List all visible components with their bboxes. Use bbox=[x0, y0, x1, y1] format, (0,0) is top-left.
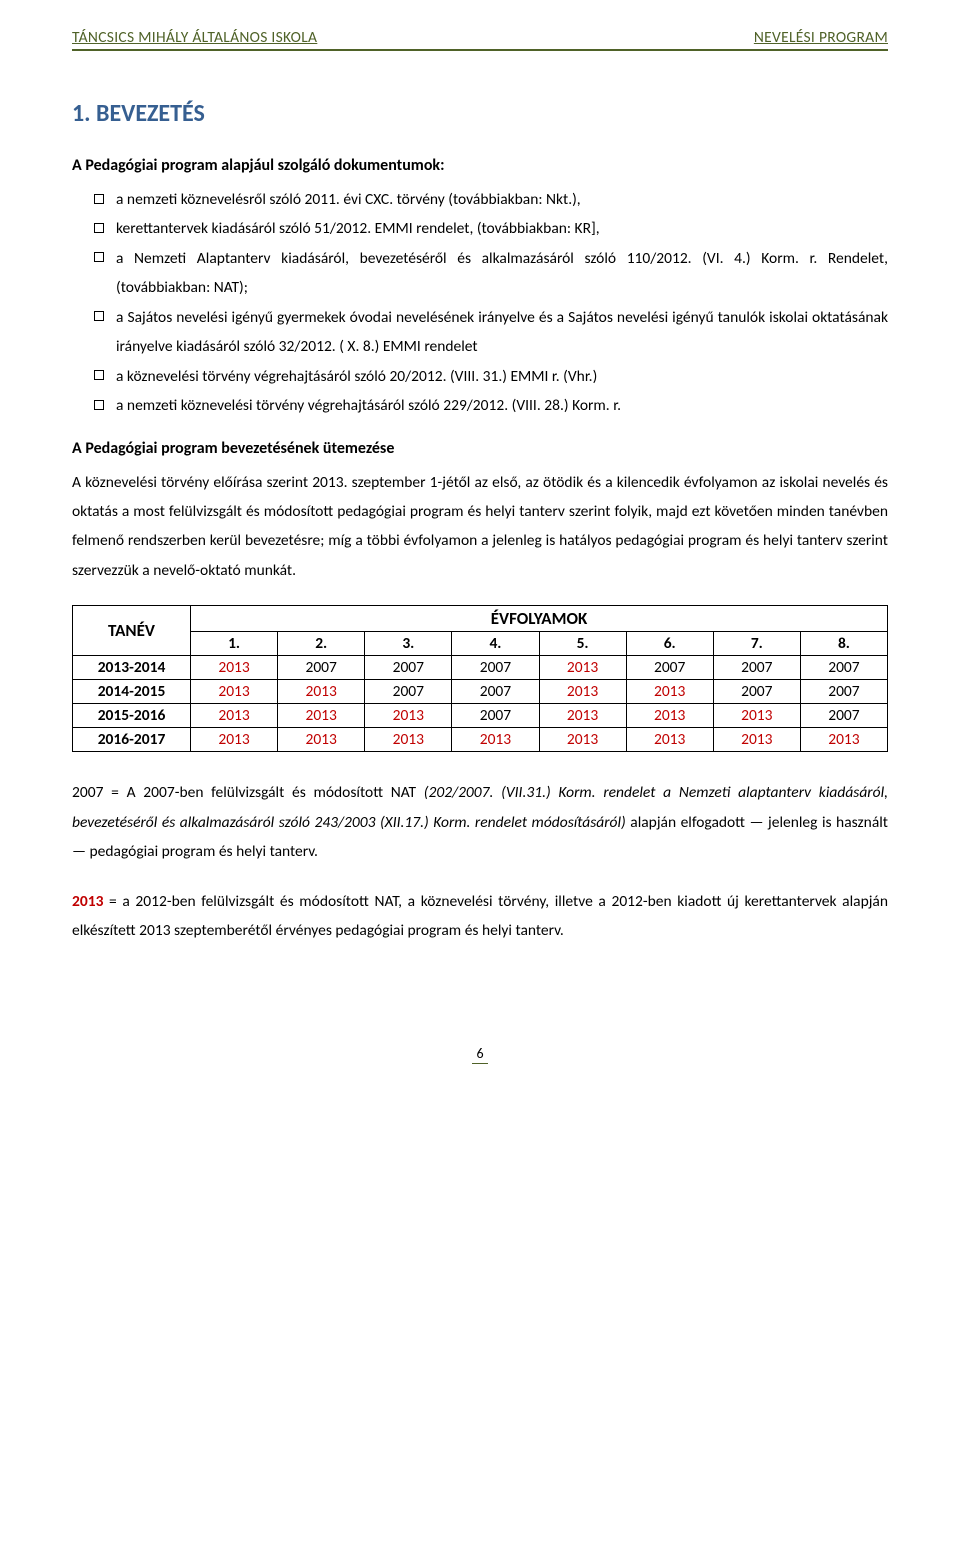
cell: 2013 bbox=[626, 680, 713, 704]
cell: 2007 bbox=[713, 656, 800, 680]
list-item: a nemzeti köznevelésről szóló 2011. évi … bbox=[72, 185, 888, 214]
schedule-table: TANÉV ÉVFOLYAMOK 1.2.3.4.5.6.7.8. 2013-2… bbox=[72, 605, 888, 752]
cell: 2013 bbox=[365, 728, 452, 752]
header-left: TÁNCSICS MIHÁLY ÁLTALÁNOS ISKOLA bbox=[72, 28, 317, 47]
row-year: 2014-2015 bbox=[73, 680, 191, 704]
th-grade: 3. bbox=[365, 632, 452, 656]
cell: 2013 bbox=[452, 728, 539, 752]
note-2013: 2013 = a 2012-ben felülvizsgált és módos… bbox=[72, 887, 888, 946]
cell: 2013 bbox=[278, 728, 365, 752]
th-grade: 1. bbox=[191, 632, 278, 656]
document-list: a nemzeti köznevelésről szóló 2011. évi … bbox=[72, 185, 888, 421]
cell: 2007 bbox=[800, 704, 887, 728]
list-item: a Sajátos nevelési igényű gyermekek óvod… bbox=[72, 303, 888, 362]
cell: 2007 bbox=[365, 656, 452, 680]
cell: 2007 bbox=[278, 656, 365, 680]
cell: 2007 bbox=[452, 680, 539, 704]
cell: 2013 bbox=[539, 728, 626, 752]
th-grade: 8. bbox=[800, 632, 887, 656]
intro-paragraph: A köznevelési törvény előírása szerint 2… bbox=[72, 468, 888, 586]
row-year: 2015-2016 bbox=[73, 704, 191, 728]
note-2013-b: = a 2012-ben felülvizsgált és módosított… bbox=[72, 892, 888, 940]
cell: 2013 bbox=[626, 704, 713, 728]
cell: 2013 bbox=[539, 656, 626, 680]
page-footer: 6 bbox=[72, 1045, 888, 1064]
cell: 2007 bbox=[713, 680, 800, 704]
cell: 2013 bbox=[278, 680, 365, 704]
row-year: 2016-2017 bbox=[73, 728, 191, 752]
list-item: a nemzeti köznevelési törvény végrehajtá… bbox=[72, 391, 888, 420]
cell: 2007 bbox=[452, 656, 539, 680]
note-2013-a: 2013 bbox=[72, 892, 103, 911]
subheading-documents: A Pedagógiai program alapjául szolgáló d… bbox=[72, 156, 888, 175]
cell: 2007 bbox=[626, 656, 713, 680]
note-2007-a: 2007 = A 2007-ben felülvizsgált és módos… bbox=[72, 783, 424, 802]
cell: 2007 bbox=[800, 656, 887, 680]
heading-1: 1. BEVEZETÉS bbox=[72, 99, 888, 128]
cell: 2007 bbox=[365, 680, 452, 704]
cell: 2013 bbox=[539, 680, 626, 704]
th-grade: 5. bbox=[539, 632, 626, 656]
cell: 2013 bbox=[191, 704, 278, 728]
cell: 2013 bbox=[191, 728, 278, 752]
subheading-schedule: A Pedagógiai program bevezetésének üteme… bbox=[72, 439, 888, 458]
list-item: a köznevelési törvény végrehajtásáról sz… bbox=[72, 362, 888, 391]
cell: 2013 bbox=[365, 704, 452, 728]
th-evfolyamok: ÉVFOLYAMOK bbox=[191, 606, 888, 632]
cell: 2013 bbox=[278, 704, 365, 728]
header-right: NEVELÉSI PROGRAM bbox=[754, 28, 888, 47]
cell: 2013 bbox=[713, 704, 800, 728]
list-item: a Nemzeti Alaptanterv kiadásáról, beveze… bbox=[72, 244, 888, 303]
th-grade: 6. bbox=[626, 632, 713, 656]
row-year: 2013-2014 bbox=[73, 656, 191, 680]
cell: 2013 bbox=[713, 728, 800, 752]
cell: 2007 bbox=[800, 680, 887, 704]
cell: 2007 bbox=[452, 704, 539, 728]
page-header: TÁNCSICS MIHÁLY ÁLTALÁNOS ISKOLA NEVELÉS… bbox=[72, 28, 888, 51]
th-tanev: TANÉV bbox=[73, 606, 191, 656]
th-grade: 4. bbox=[452, 632, 539, 656]
list-item: kerettantervek kiadásáról szóló 51/2012.… bbox=[72, 214, 888, 243]
cell: 2013 bbox=[539, 704, 626, 728]
page-number: 6 bbox=[472, 1045, 487, 1064]
cell: 2013 bbox=[626, 728, 713, 752]
cell: 2013 bbox=[191, 680, 278, 704]
th-grade: 7. bbox=[713, 632, 800, 656]
th-grade: 2. bbox=[278, 632, 365, 656]
note-2007: 2007 = A 2007-ben felülvizsgált és módos… bbox=[72, 778, 888, 866]
cell: 2013 bbox=[191, 656, 278, 680]
cell: 2013 bbox=[800, 728, 887, 752]
